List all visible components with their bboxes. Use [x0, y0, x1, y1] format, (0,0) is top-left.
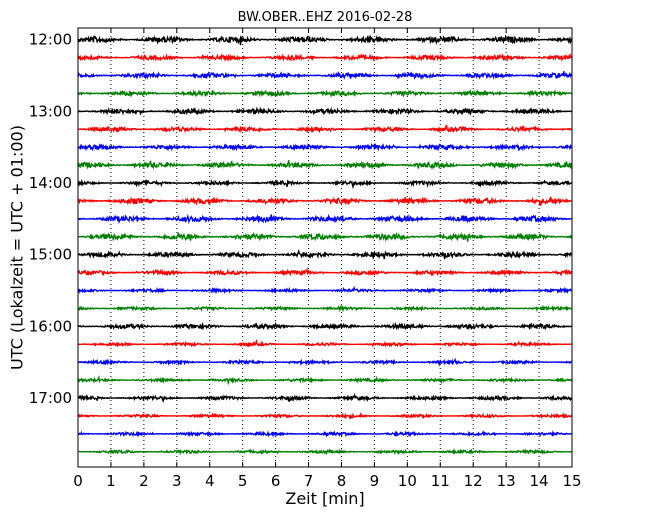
- trace-1615: [77, 338, 573, 348]
- trace-1515: [77, 267, 573, 277]
- x-tick-label: 11: [431, 472, 450, 490]
- chart-title: BW.OBER..EHZ 2016-02-28: [237, 10, 413, 25]
- x-tick-label: 8: [337, 472, 347, 490]
- x-tick-label: 7: [304, 472, 314, 490]
- x-tick-label: 4: [205, 472, 215, 490]
- x-tick-label: 9: [370, 472, 380, 490]
- x-tick-label: 12: [464, 472, 483, 490]
- x-tick-label: 6: [271, 472, 281, 490]
- x-tick-label: 1: [106, 472, 116, 490]
- x-axis-label: Zeit [min]: [285, 489, 364, 508]
- x-tick-label: 14: [530, 472, 549, 490]
- x-tick-label: 15: [562, 472, 581, 490]
- trace-1600: [77, 321, 573, 331]
- y-tick-label: 17:00: [29, 389, 72, 407]
- trace-1400: [77, 178, 573, 190]
- x-axis-ticks: 0 1 2 3 4 5 6 7 8 9 10 11 12 13 14 15: [73, 28, 582, 490]
- y-axis-label: UTC (Lokalzeit = UTC + 01:00): [8, 125, 27, 370]
- trace-1415: [77, 196, 573, 206]
- trace-1500: [77, 248, 573, 260]
- trace-1745: [77, 447, 573, 456]
- y-tick-label: 16:00: [29, 317, 72, 335]
- trace-1530: [77, 285, 573, 295]
- trace-1315: [77, 124, 573, 134]
- x-tick-label: 3: [172, 472, 182, 490]
- trace-1200: [77, 34, 573, 46]
- trace-1545: [77, 304, 572, 313]
- y-tick-label: 13:00: [29, 102, 72, 120]
- x-tick-label: 13: [497, 472, 516, 490]
- trace-1345: [77, 160, 573, 171]
- trace-1645: [77, 375, 573, 386]
- trace-1430: [77, 213, 573, 225]
- x-tick-label: 0: [73, 472, 83, 490]
- x-tick-label: 5: [238, 472, 248, 490]
- trace-1715: [77, 412, 573, 420]
- trace-1730: [78, 430, 573, 438]
- x-tick-label: 2: [139, 472, 149, 490]
- y-tick-label: 15:00: [29, 246, 72, 264]
- y-tick-label: 14:00: [29, 174, 72, 192]
- trace-1700: [77, 392, 573, 403]
- x-tick-label: 10: [398, 472, 417, 490]
- trace-1330: [77, 142, 573, 152]
- trace-1300: [77, 106, 573, 117]
- trace-1445: [77, 231, 573, 242]
- trace-1630: [78, 357, 573, 367]
- seismic-traces: [77, 34, 573, 456]
- y-axis-ticks: 12:00 13:00 14:00 15:00 16:00 17:00: [29, 31, 572, 407]
- trace-1215: [77, 52, 573, 62]
- trace-1230: [77, 71, 573, 81]
- y-tick-label: 12:00: [29, 31, 72, 49]
- plot-frame: [77, 27, 573, 468]
- trace-1245: [77, 88, 573, 98]
